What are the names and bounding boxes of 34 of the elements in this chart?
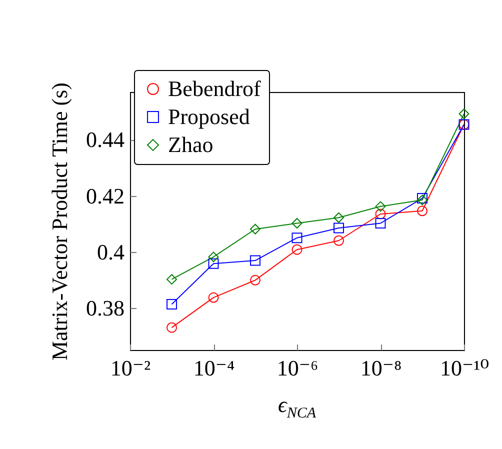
point <box>417 206 428 216</box>
point <box>250 255 260 266</box>
legend-label: Bebendrof <box>168 76 262 101</box>
point <box>334 212 344 223</box>
x-tick-label: 10⁻⁴ <box>193 356 235 380</box>
legend-label: Proposed <box>168 104 250 129</box>
y-tick-label: 0.38 <box>86 295 124 320</box>
x-tick-label: 10⁻¹⁰ <box>440 356 490 380</box>
point <box>334 222 344 234</box>
point <box>166 299 177 310</box>
point <box>166 274 177 285</box>
x-tick-label: 10⁻⁶ <box>276 356 318 380</box>
x-tick-label: 10⁻⁸ <box>360 356 402 380</box>
point <box>208 292 219 303</box>
point <box>334 235 344 246</box>
point <box>166 322 177 333</box>
point <box>292 244 302 255</box>
y-tick-label: 0.42 <box>86 183 124 208</box>
point <box>250 274 260 286</box>
legend-label: Zhao <box>168 132 214 157</box>
point <box>292 218 302 228</box>
point <box>292 232 302 244</box>
y-tick-label: 0.44 <box>86 127 124 152</box>
point <box>250 224 260 234</box>
y-axis-title: Matrix-Vector Product Time (s) <box>47 82 72 361</box>
y-tick-label: 0.4 <box>97 239 124 264</box>
point <box>375 218 386 228</box>
point <box>208 258 219 269</box>
x-tick-label: 10⁻² <box>110 356 152 380</box>
point <box>375 201 386 212</box>
point <box>208 252 219 262</box>
point <box>458 108 470 120</box>
point <box>375 208 386 220</box>
x-axis-title: ϵ$_{NCA}$ <box>276 392 318 422</box>
